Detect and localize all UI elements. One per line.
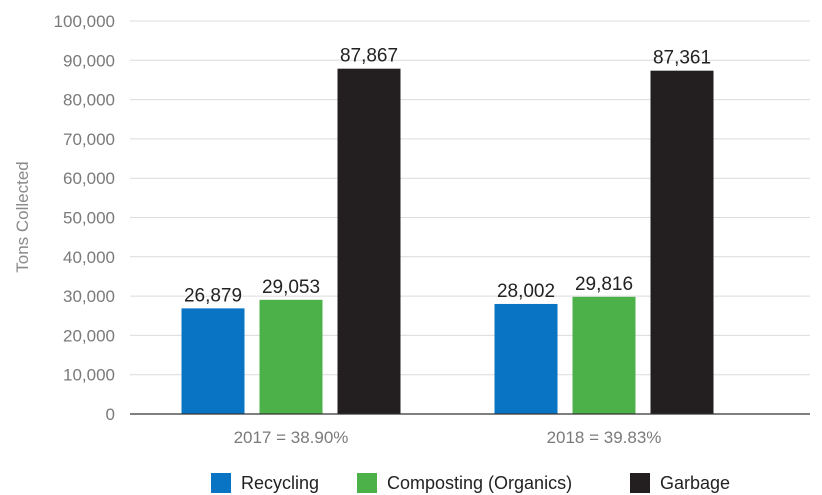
data-labels: 26,879 29,053 87,867 28,002 29,816 87,361 [184, 46, 711, 307]
y-axis-ticks: 0 10,000 20,000 30,000 40,000 50,000 60,000 70,… [54, 12, 115, 424]
x-category-label: 2017 = 38.90% [234, 428, 349, 447]
legend-label: Composting (Organics) [387, 473, 572, 493]
y-tick-label: 30,000 [63, 287, 115, 306]
bar-recycling [494, 303, 558, 414]
legend-label: Garbage [660, 473, 730, 493]
data-label: 26,879 [184, 285, 242, 306]
bar-garbage [337, 68, 401, 415]
data-label: 87,361 [653, 48, 711, 69]
legend-label: Recycling [241, 473, 319, 493]
y-tick-label: 50,000 [63, 209, 115, 228]
data-label: 28,002 [497, 281, 555, 302]
legend-swatch [211, 473, 231, 493]
y-tick-label: 40,000 [63, 248, 115, 267]
y-tick-label: 100,000 [54, 12, 115, 31]
data-label: 29,053 [262, 277, 320, 298]
x-category-label: 2018 = 39.83% [547, 428, 662, 447]
legend-swatch [630, 473, 650, 493]
y-tick-label: 80,000 [63, 91, 115, 110]
bars [181, 68, 714, 415]
data-label: 87,867 [340, 46, 398, 67]
y-tick-label: 0 [106, 405, 115, 424]
y-tick-label: 60,000 [63, 169, 115, 188]
y-axis-title: Tons Collected [13, 161, 32, 273]
bar-composting [572, 296, 636, 414]
y-tick-label: 70,000 [63, 130, 115, 149]
bar-composting [259, 299, 323, 414]
x-axis-categories: 2017 = 38.90% 2018 = 39.83% [234, 428, 662, 447]
y-tick-label: 10,000 [63, 366, 115, 385]
data-label: 29,816 [575, 274, 633, 295]
legend: Recycling Composting (Organics) Garbage [211, 473, 730, 493]
legend-swatch [357, 473, 377, 493]
y-tick-label: 90,000 [63, 51, 115, 70]
bar-recycling [181, 308, 245, 414]
bar-garbage [650, 70, 714, 415]
y-tick-label: 20,000 [63, 326, 115, 345]
